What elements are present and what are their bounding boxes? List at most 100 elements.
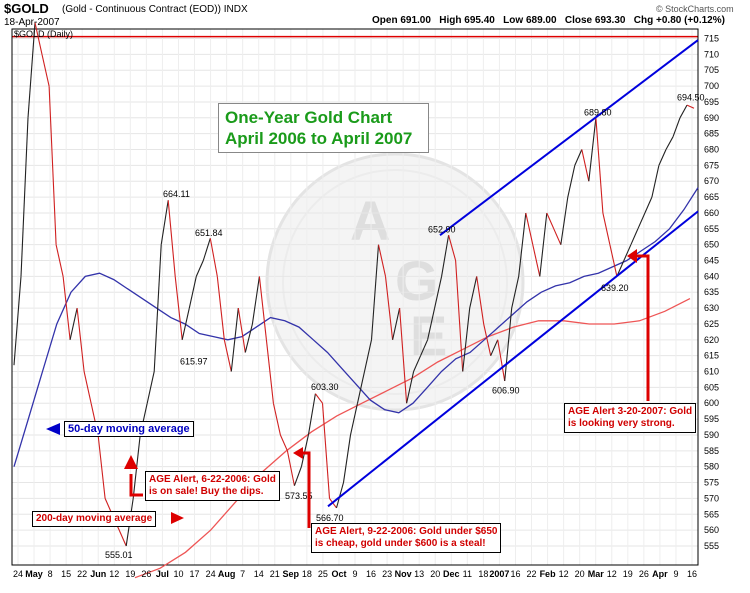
- x-tick-label: 16: [687, 569, 697, 579]
- y-tick-label: 615: [704, 351, 719, 361]
- y-tick-label: 645: [704, 256, 719, 266]
- x-tick-label: Aug: [218, 569, 236, 579]
- price-segment: [616, 260, 625, 277]
- x-tick-label: 12: [109, 569, 119, 579]
- x-tick-label: 20: [430, 569, 440, 579]
- price-segment: [672, 117, 681, 137]
- brand-label: © StockCharts.com: [656, 4, 734, 14]
- y-tick-label: 565: [704, 509, 719, 519]
- price-annotation: 652.90: [428, 224, 456, 234]
- alert-march-2007: AGE Alert 3-20-2007: Gold is looking ver…: [564, 403, 697, 433]
- plot-frame: [11, 28, 699, 566]
- price-segment: [174, 276, 183, 340]
- price-segment: [420, 339, 429, 356]
- x-tick-label: Dec: [443, 569, 460, 579]
- y-tick-label: 665: [704, 192, 719, 202]
- y-tick-label: 710: [704, 49, 719, 59]
- y-tick-label: 690: [704, 113, 719, 123]
- price-segment: [525, 212, 534, 245]
- price-segment: [588, 117, 597, 182]
- y-tick-label: 575: [704, 478, 719, 488]
- chart-legend: $GOLD (Daily): [14, 29, 74, 39]
- price-segment: [230, 308, 239, 372]
- ohlc-readout: Open 691.00 High 695.40 Low 689.00 Close…: [372, 15, 725, 26]
- price-segment: [686, 104, 695, 109]
- price-segment: [644, 196, 653, 214]
- price-segment: [630, 228, 639, 245]
- price-segment: [181, 307, 190, 340]
- price-segment: [146, 371, 155, 404]
- y-tick-label: 715: [704, 34, 719, 44]
- price-segment: [384, 276, 394, 340]
- price-segment: [658, 149, 667, 166]
- price-segment: [76, 308, 85, 372]
- x-tick-label: Sep: [283, 569, 300, 579]
- price-segment: [216, 276, 225, 340]
- price-segment: [209, 238, 218, 277]
- x-tick-label: 18: [478, 569, 488, 579]
- price-segment: [539, 212, 548, 277]
- price-segment: [314, 393, 323, 404]
- price-segment: [406, 371, 415, 404]
- watermark-letter: A: [350, 189, 390, 252]
- price-segment: [34, 22, 43, 55]
- y-tick-label: 585: [704, 446, 719, 456]
- price-annotation: 615.97: [180, 357, 208, 367]
- price-segment: [272, 403, 281, 436]
- price-segment: [265, 339, 274, 404]
- arrow-shaft: [637, 254, 650, 401]
- price-segment: [300, 434, 309, 467]
- y-tick-label: 555: [704, 541, 719, 551]
- price-segment: [83, 371, 92, 404]
- price-segment: [546, 212, 555, 230]
- x-tick-label: Feb: [540, 569, 557, 579]
- x-tick-label: Jun: [90, 569, 106, 579]
- y-tick-label: 650: [704, 240, 719, 250]
- alert-line: is looking very strong.: [568, 418, 675, 429]
- price-annotation: 694.50: [677, 93, 705, 103]
- alert-line: is on sale! Buy the dips.: [149, 486, 264, 497]
- watermark-disc: [265, 152, 525, 412]
- instrument-name: (Gold - Continuous Contract (EOD)) INDX: [62, 4, 248, 15]
- y-tick-label: 610: [704, 367, 719, 377]
- price-segment: [497, 339, 506, 382]
- x-tick-label: 12: [559, 569, 569, 579]
- price-segment: [69, 307, 78, 340]
- x-tick-label: 22: [77, 569, 87, 579]
- price-annotation: 555.01: [105, 550, 133, 560]
- price-segment: [560, 197, 569, 245]
- watermark-letter: G: [395, 249, 439, 312]
- x-tick-label: 15: [61, 569, 71, 579]
- x-tick-label: 24: [206, 569, 216, 579]
- x-tick-label: 8: [48, 569, 53, 579]
- price-annotations: 664.11 651.84 615.97 555.01 603.30 573.55 566.…: [105, 93, 705, 560]
- alert-line: AGE Alert, 9-22-2006: Gold under $650: [315, 526, 498, 537]
- price-segment: [286, 450, 295, 486]
- price-segment: [153, 244, 162, 372]
- price-segment: [167, 200, 176, 277]
- price-segment: [237, 308, 246, 353]
- price-segment: [490, 339, 499, 356]
- price-segment: [455, 260, 464, 372]
- price-segment: [27, 22, 36, 118]
- price-segment: [251, 276, 260, 325]
- price-segment: [377, 244, 387, 277]
- arrow-head: [171, 512, 184, 524]
- price-annotation: 664.11: [163, 189, 190, 199]
- x-tick-label: Nov: [395, 569, 412, 579]
- price-segment: [679, 104, 688, 119]
- x-tick-label: 12: [607, 569, 617, 579]
- price-segment: [511, 276, 520, 309]
- price-annotation: 573.55: [285, 491, 313, 501]
- price-segment: [462, 308, 471, 372]
- price-segment: [441, 235, 450, 277]
- y-tick-label: 640: [704, 271, 719, 281]
- x-axis: 24 May 8 15 22 Jun 12 19 26 Jul 10 17 24 Aug 7 14 21 Sep 1…: [13, 569, 697, 579]
- price-segment: [434, 276, 443, 309]
- x-tick-label: 13: [414, 569, 424, 579]
- price-segment: [581, 149, 590, 182]
- price-segment: [399, 308, 408, 404]
- price-segment: [258, 276, 267, 340]
